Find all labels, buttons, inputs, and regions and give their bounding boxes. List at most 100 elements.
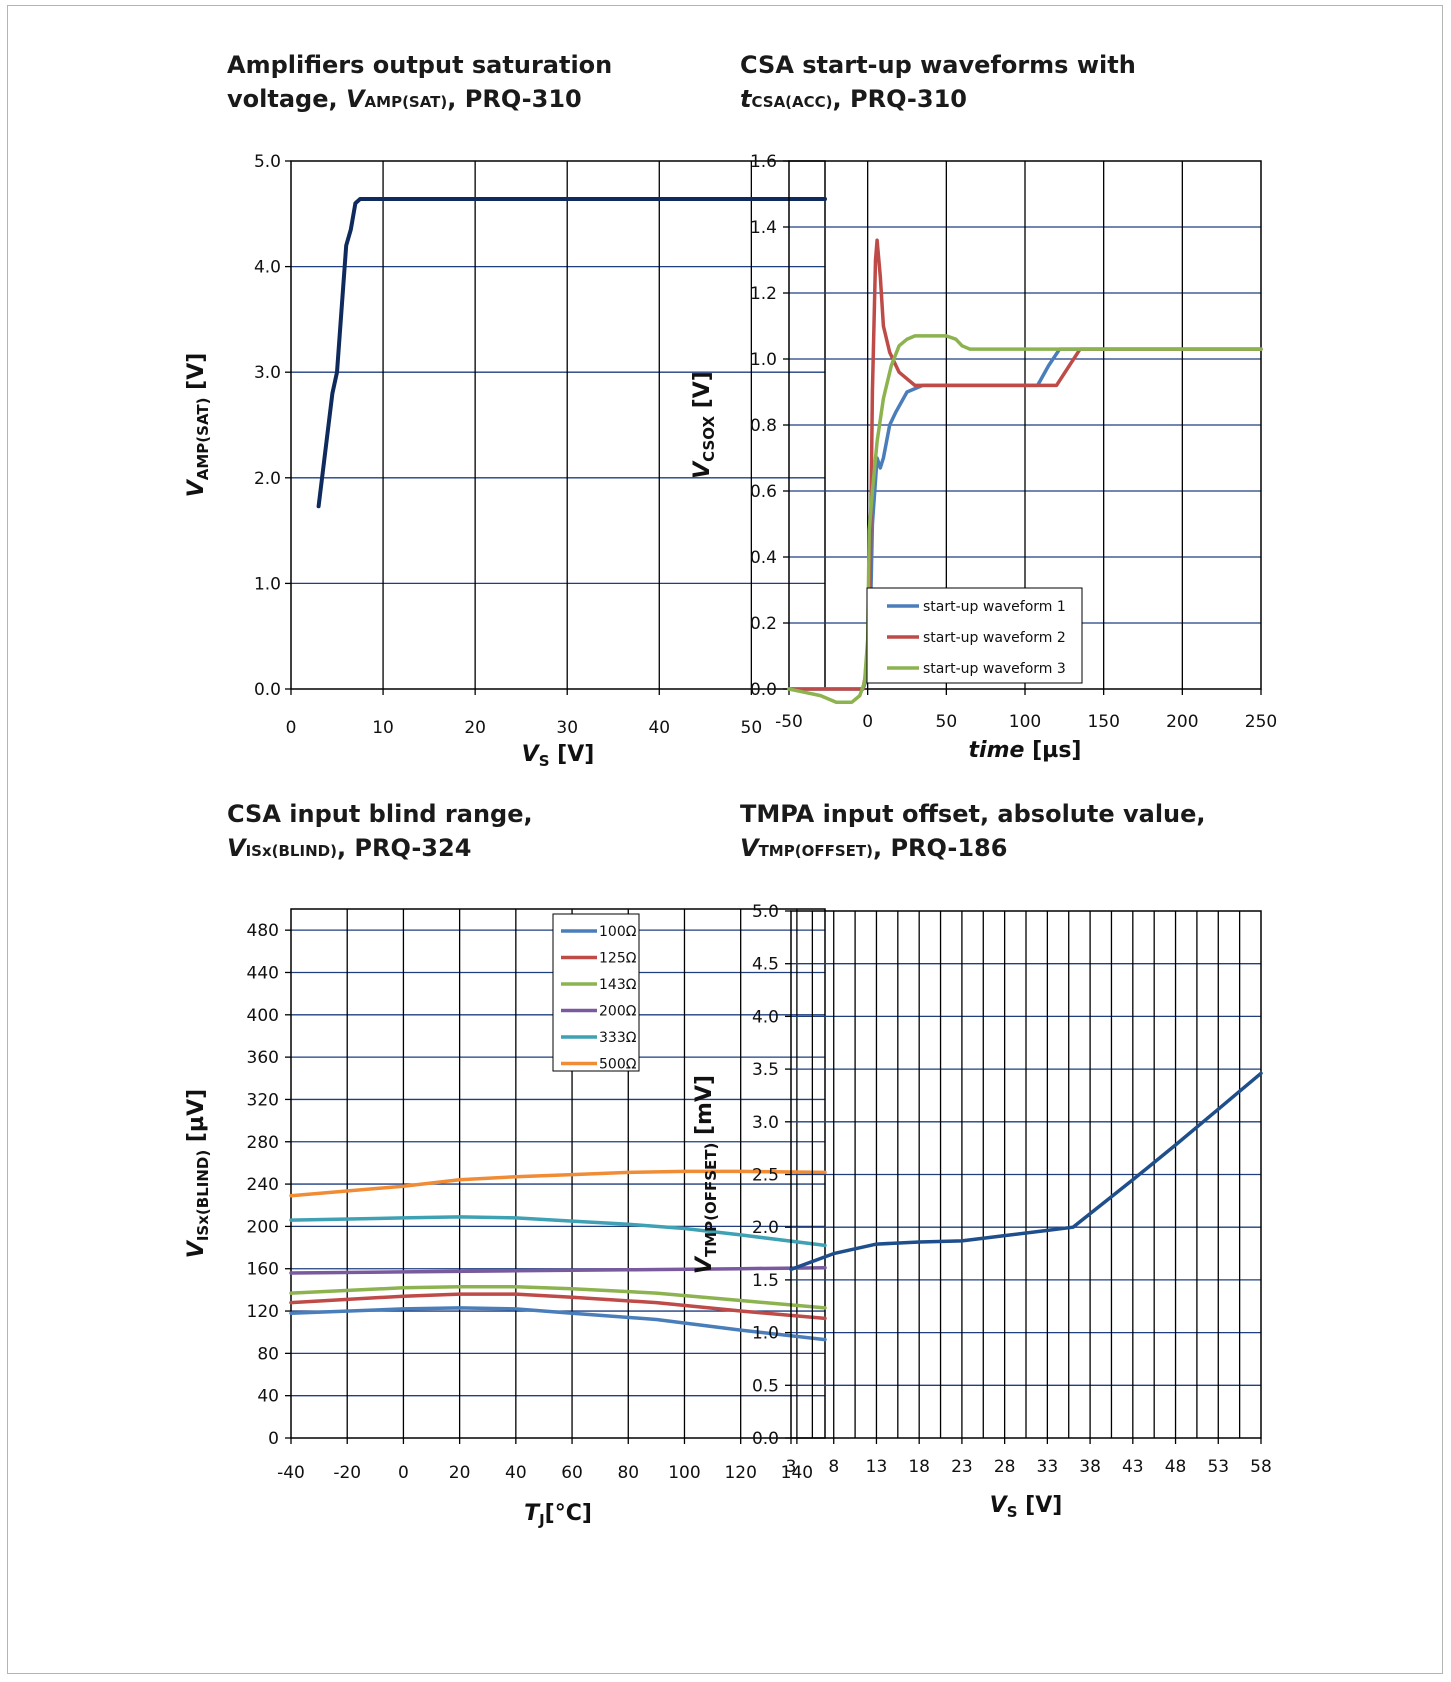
- y-tick-label: 0: [268, 1429, 279, 1449]
- y-tick-label: 0.0: [752, 1429, 779, 1449]
- y-tick-label: 3.0: [254, 363, 281, 383]
- y-tick-label: 2.0: [752, 1218, 779, 1238]
- x-tick-label: 200: [1166, 712, 1198, 732]
- x-tick-label: 38: [1079, 1457, 1101, 1477]
- x-axis-title: VS [V]: [522, 742, 595, 770]
- y-axis-title: VAMP(SAT) [V]: [184, 353, 212, 498]
- x-tick-label: 33: [1037, 1457, 1059, 1477]
- y-tick-label: 1.5: [752, 1271, 779, 1291]
- y-tick-label: 3.5: [752, 1060, 779, 1080]
- series-line-3: [787, 334, 1263, 704]
- series-line-3: [289, 1284, 827, 1310]
- chart-csa-startup: 0.0 0.2 0.4 0.6 0.8 1.0 1.2 1.4 1.6 -50 0 50 100 150 2…: [690, 152, 1277, 763]
- y-tick-label: 1.0: [752, 1324, 779, 1344]
- legend-label: start-up waveform 2: [923, 630, 1066, 646]
- x-tick-label: 100: [1009, 712, 1041, 732]
- y-tick-label: 320: [247, 1090, 279, 1110]
- y-tick-label: 400: [247, 1006, 279, 1026]
- x-tick-label: 0: [286, 718, 297, 738]
- y-tick-label: 1.4: [750, 218, 777, 238]
- y-tick-label: 2.0: [254, 469, 281, 489]
- x-tick-label: 40: [648, 718, 670, 738]
- series-line-5: [289, 1215, 827, 1248]
- x-tick-label: 140: [781, 1463, 813, 1483]
- legend-label: 200Ω: [599, 1004, 637, 1020]
- y-tick-label: 3.0: [752, 1113, 779, 1133]
- x-tick-label: 30: [556, 718, 578, 738]
- y-tick-label: 1.0: [254, 574, 281, 594]
- legend-label: 500Ω: [599, 1057, 637, 1073]
- page-border: [7, 5, 1443, 1674]
- y-tick-label: 280: [247, 1133, 279, 1153]
- series-line-1: [316, 197, 827, 509]
- legend-label: 100Ω: [599, 924, 637, 940]
- y-tick-label: 240: [247, 1175, 279, 1195]
- y-tick-label: 2.5: [752, 1166, 779, 1186]
- y-tick-label: 360: [247, 1048, 279, 1068]
- chart-title-tmpa-offset: TMPA input offset, absolute value, VTMP(…: [740, 800, 1206, 862]
- x-tick-label: 100: [668, 1463, 700, 1483]
- y-tick-label: 1.2: [750, 284, 777, 304]
- y-tick-label: 1.6: [750, 152, 777, 172]
- x-tick-label: 0: [398, 1463, 409, 1483]
- x-tick-label: 120: [724, 1463, 756, 1483]
- y-tick-label: 4.0: [254, 258, 281, 278]
- series-line-2: [289, 1292, 827, 1321]
- x-tick-label: 53: [1207, 1457, 1229, 1477]
- y-tick-label: 120: [247, 1302, 279, 1322]
- y-tick-label: 0.6: [750, 482, 777, 502]
- y-tick-label: 80: [257, 1344, 279, 1364]
- chart-tmpa-offset: 0.00.51.01.52.02.53.03.54.04.55.03 8 13 18 2…: [692, 902, 1272, 1521]
- y-tick-label: 0.8: [750, 416, 777, 436]
- y-tick-label: 4.5: [752, 955, 779, 975]
- x-tick-label: 40: [505, 1463, 527, 1483]
- series-line-6: [289, 1169, 827, 1198]
- legend-label: 333Ω: [599, 1030, 637, 1046]
- x-tick-label: 43: [1122, 1457, 1144, 1477]
- x-tick-label: -50: [775, 712, 803, 732]
- x-tick-label: 50: [936, 712, 958, 732]
- x-tick-label: 250: [1245, 712, 1277, 732]
- y-tick-label: 5.0: [752, 902, 779, 922]
- legend-label: start-up waveform 1: [923, 599, 1066, 615]
- y-tick-label: 0.2: [750, 614, 777, 634]
- series-line-4: [289, 1265, 827, 1275]
- y-tick-label: 440: [247, 963, 279, 983]
- x-tick-label: 20: [464, 718, 486, 738]
- x-tick-label: 23: [951, 1457, 973, 1477]
- x-tick-label: 10: [372, 718, 394, 738]
- chart-title-csa-startup: CSA start-up waveforms with tCSA(ACC), P…: [740, 51, 1136, 113]
- x-tick-label: 3: [786, 1457, 797, 1477]
- x-tick-label: 48: [1165, 1457, 1187, 1477]
- x-tick-label: -40: [277, 1463, 305, 1483]
- chart-title-csa-blind: CSA input blind range, VISx(BLIND), PRQ-…: [227, 800, 533, 862]
- y-tick-label: 0.0: [750, 680, 777, 700]
- y-tick-label: 4.0: [752, 1007, 779, 1027]
- x-axis-title: TJ[°C]: [524, 1501, 592, 1529]
- y-axis-title: VCSOX [V]: [690, 371, 718, 479]
- chart-amp-sat: 0.0 1.0 2.0 3.0 4.0 5.0 0 10 20 30 40 50 VS [V] VAMP(…: [184, 152, 827, 770]
- x-tick-label: 0: [862, 712, 873, 732]
- y-tick-label: 1.0: [750, 350, 777, 370]
- x-axis-title: time [µs]: [969, 738, 1082, 763]
- x-tick-label: 60: [561, 1463, 583, 1483]
- x-tick-label: 80: [617, 1463, 639, 1483]
- legend-box: [552, 913, 640, 1072]
- x-axis-title: VS [V]: [990, 1493, 1063, 1521]
- series-line-1: [789, 1071, 1263, 1272]
- legend-label: 125Ω: [599, 951, 637, 967]
- chart-title-amp-sat: Amplifiers output saturation voltage, VA…: [227, 51, 613, 113]
- x-tick-label: 50: [741, 718, 763, 738]
- y-tick-label: 0.0: [254, 680, 281, 700]
- x-tick-label: 8: [828, 1457, 839, 1477]
- x-tick-label: 150: [1087, 712, 1119, 732]
- y-axis-title: VTMP(OFFSET) [mV]: [692, 1075, 720, 1274]
- legend-label: start-up waveform 3: [923, 661, 1066, 677]
- x-tick-label: 13: [866, 1457, 888, 1477]
- y-tick-label: 480: [247, 921, 279, 941]
- x-tick-label: 28: [994, 1457, 1016, 1477]
- y-tick-label: 5.0: [254, 152, 281, 172]
- x-tick-label: 18: [908, 1457, 930, 1477]
- legend-label: 143Ω: [599, 977, 637, 993]
